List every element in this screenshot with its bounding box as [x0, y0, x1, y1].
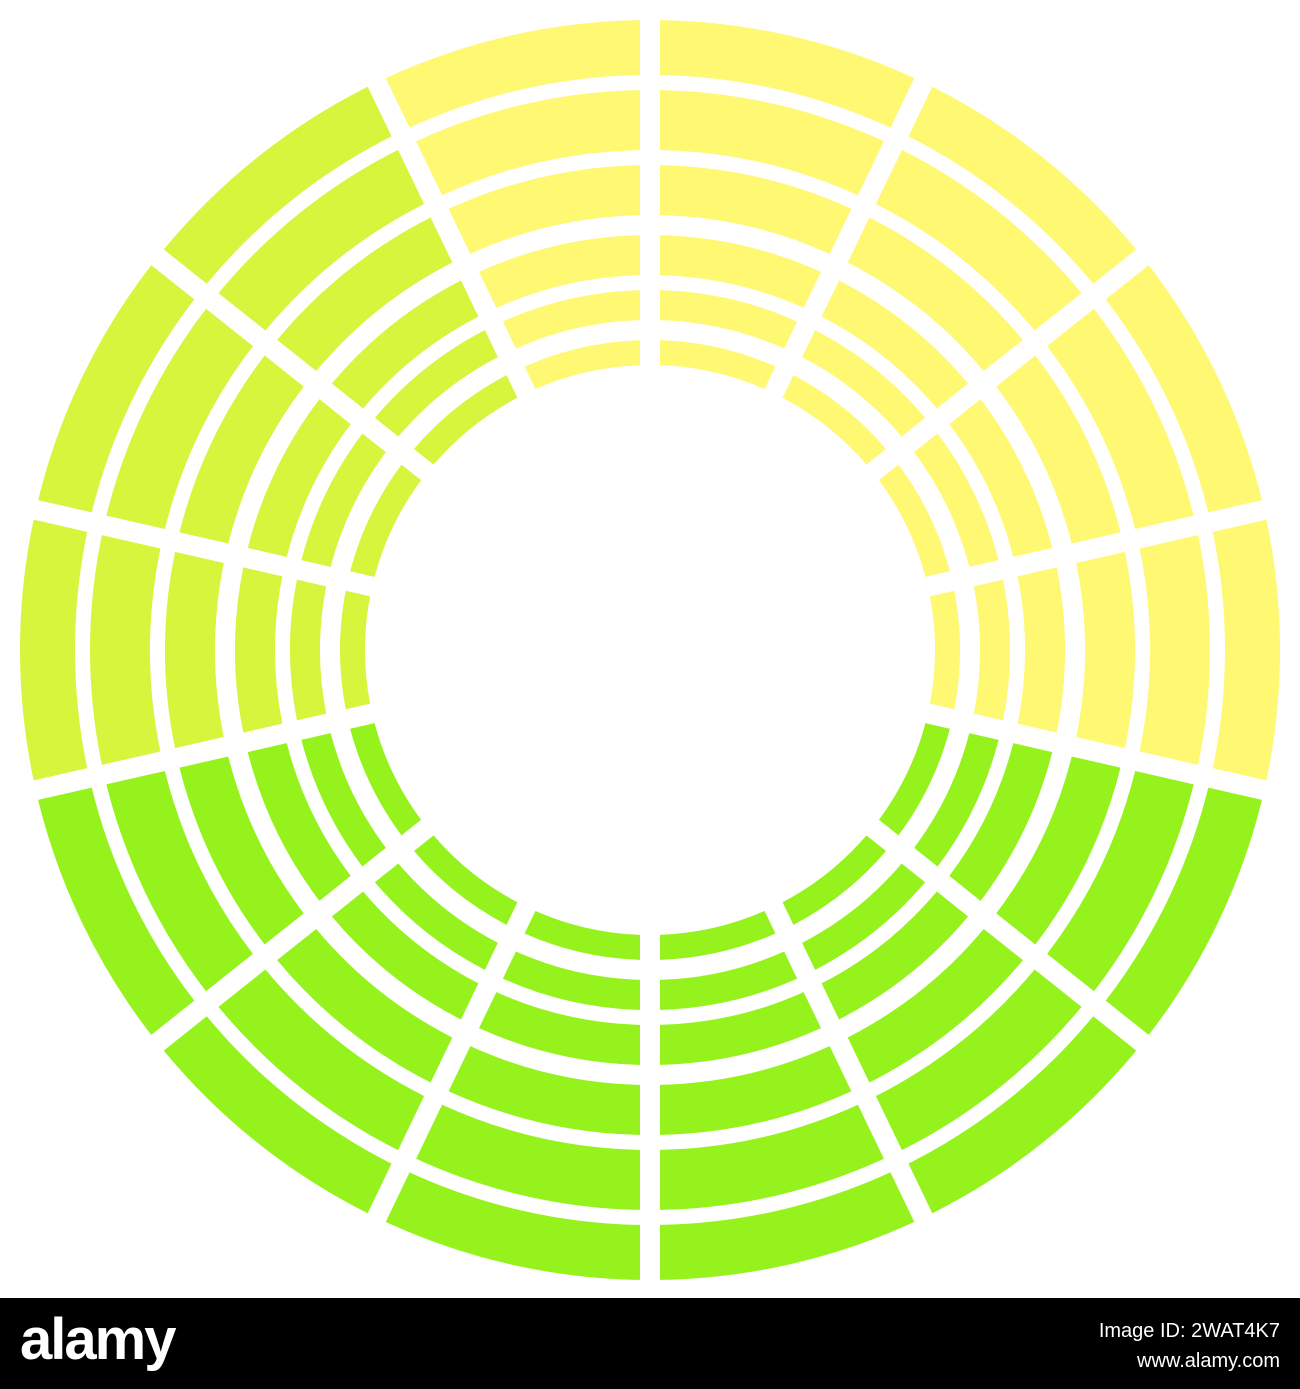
segment: [1047, 770, 1194, 992]
image-id: Image ID: 2WAT4K7: [1098, 1320, 1280, 1342]
segment: [413, 835, 518, 925]
segment: [106, 308, 253, 530]
segment: [782, 835, 887, 925]
segment: [914, 733, 999, 867]
segment: [1105, 787, 1262, 1035]
segment: [782, 375, 887, 465]
segment: [89, 535, 161, 765]
segment: [331, 280, 479, 409]
segment: [878, 723, 950, 836]
segment: [821, 280, 969, 409]
segment: [996, 756, 1121, 945]
segment: [660, 910, 776, 960]
segment: [1076, 551, 1136, 749]
segment: [914, 433, 999, 567]
segment: [660, 165, 852, 254]
segment: [1139, 535, 1210, 765]
segment: [218, 969, 425, 1151]
segment: [821, 891, 969, 1020]
meta: Image ID: 2WAT4K7 www.alamy.com: [1099, 1316, 1280, 1376]
segment: [660, 1172, 915, 1280]
segment: [660, 992, 821, 1065]
segment: [163, 86, 392, 284]
segment: [502, 951, 640, 1010]
segment: [973, 579, 1010, 721]
segment: [479, 992, 640, 1065]
segment: [374, 863, 498, 970]
segment: [929, 590, 960, 710]
segment: [660, 951, 798, 1010]
segment: [479, 235, 640, 308]
segment: [847, 928, 1023, 1083]
segment: [660, 235, 821, 308]
segment: [289, 579, 327, 721]
watermark-bar: alamy Image ID: 2WAT4K7 www.alamy.com: [0, 1298, 1300, 1389]
segment: [179, 355, 304, 544]
segment: [660, 1104, 884, 1210]
segment: [416, 90, 640, 196]
segment: [164, 551, 224, 749]
url: www.alamy.com: [1137, 1350, 1280, 1372]
segment: [1017, 567, 1065, 733]
segment: [908, 1016, 1137, 1214]
segment: [524, 340, 640, 390]
segment: [660, 340, 776, 390]
segment: [660, 1046, 852, 1135]
segment: [350, 464, 422, 577]
segment: [340, 590, 371, 710]
segment: [38, 265, 195, 513]
segment: [179, 756, 304, 945]
segment: [847, 217, 1023, 372]
segment: [350, 723, 422, 836]
segment: [19, 519, 88, 781]
segment: [502, 290, 640, 349]
segment: [875, 969, 1082, 1151]
radial-graphic: [19, 20, 1280, 1280]
segment: [908, 86, 1137, 284]
segment: [448, 1046, 640, 1135]
segment: [660, 20, 915, 128]
segment: [331, 891, 479, 1020]
segment: [1047, 308, 1194, 530]
segment: [878, 464, 950, 577]
segment: [413, 375, 518, 465]
segment: [218, 149, 425, 331]
segment: [385, 20, 640, 128]
segment: [949, 743, 1053, 901]
segment: [38, 787, 195, 1035]
segment: [277, 217, 453, 372]
segment: [660, 290, 798, 349]
segment: [247, 743, 351, 901]
segment: [416, 1104, 640, 1210]
logo: alamy: [20, 1307, 176, 1372]
segment: [106, 770, 253, 992]
segment: [247, 399, 351, 557]
segment: [301, 733, 386, 867]
segment: [875, 149, 1082, 331]
segment: [802, 863, 926, 970]
segment: [802, 330, 926, 437]
segment: [385, 1172, 640, 1280]
segment: [949, 399, 1053, 557]
segment: [235, 567, 283, 733]
segment: [1212, 519, 1280, 781]
segment: [448, 165, 640, 254]
segment: [660, 90, 884, 196]
segment: [301, 433, 386, 567]
segment: [163, 1016, 392, 1214]
segment: [277, 928, 453, 1083]
segment: [1105, 265, 1262, 513]
segment: [524, 910, 640, 960]
segment: [374, 330, 498, 437]
segment: [996, 355, 1121, 544]
